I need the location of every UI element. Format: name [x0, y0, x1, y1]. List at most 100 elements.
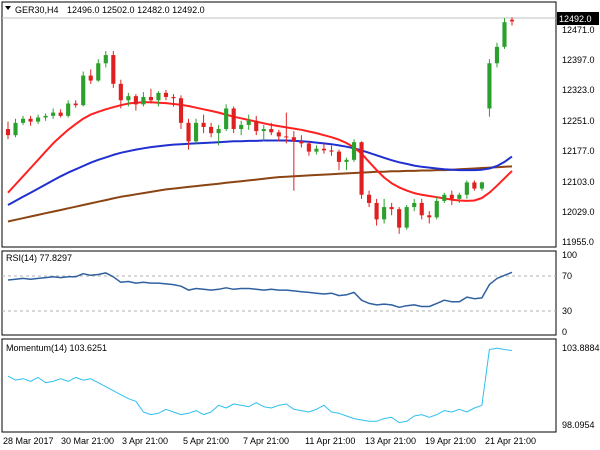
momentum-tick: 103.8884: [562, 343, 600, 353]
price-tick: 12397.0: [562, 55, 595, 65]
price-tick: 11955.0: [562, 237, 594, 247]
candle-body: [404, 207, 409, 228]
ma-slow-line: [7, 165, 513, 223]
price-tick: 12251.0: [562, 116, 595, 126]
candle-body: [36, 117, 41, 122]
candle-body: [464, 182, 469, 195]
candle-body: [231, 108, 236, 130]
momentum-label: Momentum(14) 103.6251: [6, 343, 107, 353]
price-tick: 12177.0: [562, 146, 595, 156]
candle-body: [336, 151, 342, 162]
candle-body: [314, 148, 319, 152]
price-tick: 12103.0: [562, 177, 595, 187]
candle-body: [5, 129, 11, 136]
candle-body: [13, 122, 18, 136]
candle-body: [96, 63, 101, 81]
ma-fast-line: [7, 101, 513, 202]
candle-body: [472, 182, 477, 189]
candle-body: [351, 142, 357, 160]
candle-body: [291, 137, 296, 142]
price-tick: 12029.0: [562, 207, 595, 217]
candle-body: [209, 126, 214, 134]
symbol-label: GER30,H4: [15, 5, 59, 15]
rsi-line: [7, 271, 513, 309]
price-panel[interactable]: [1, 1, 557, 248]
time-tick: 3 Apr 21:00: [122, 436, 168, 446]
candle-body: [118, 83, 123, 101]
candle-body: [201, 122, 206, 127]
candle-body: [457, 194, 462, 199]
candle-body: [88, 75, 93, 81]
candle-body: [254, 120, 259, 132]
candle-body: [412, 202, 417, 208]
candle-body: [239, 124, 244, 130]
candle-body: [133, 96, 138, 105]
time-tick: 5 Apr 21:00: [183, 436, 229, 446]
candle-body: [171, 96, 176, 99]
candle-body: [224, 108, 229, 130]
candle-body: [306, 143, 311, 152]
current-price-box: [557, 12, 599, 25]
candle-body: [193, 122, 199, 142]
candle-body: [246, 120, 251, 125]
momentum-axis: 103.8884 98.0954: [562, 343, 600, 430]
rsi-tick: 100: [562, 250, 577, 260]
ma-fast-series: [7, 101, 513, 202]
ma-mid-series: [7, 139, 513, 206]
time-tick: 19 Apr 21:00: [425, 436, 476, 446]
candle-body: [276, 132, 281, 137]
candle-body: [156, 92, 161, 101]
candle-body: [329, 150, 334, 152]
rsi-tick: 70: [562, 271, 572, 281]
rsi-label: RSI(14) 77.8297: [6, 253, 72, 263]
candle-body: [51, 112, 56, 116]
candle-body: [103, 55, 108, 64]
time-tick: 13 Apr 21:00: [365, 436, 416, 446]
time-tick: 21 Apr 21:00: [485, 436, 536, 446]
price-tick: 12471.0: [562, 25, 595, 35]
candle-body: [419, 202, 424, 216]
candle-body: [269, 129, 274, 133]
candlestick-series: [5, 17, 515, 234]
candle-body: [299, 141, 304, 144]
dropdown-arrow-icon[interactable]: [5, 6, 11, 10]
time-tick: 7 Apr 21:00: [243, 436, 289, 446]
rsi-tick: 0: [562, 327, 567, 337]
candle-body: [509, 19, 515, 22]
candle-body: [148, 96, 153, 101]
rsi-panel[interactable]: [1, 250, 557, 336]
candle-body: [449, 194, 454, 199]
momentum-panel[interactable]: [1, 338, 557, 433]
candle-body: [397, 209, 402, 228]
ma-mid-line: [7, 139, 513, 206]
rsi-axis: 100 70 30 0: [562, 250, 577, 337]
candle-body: [442, 194, 447, 201]
time-tick: 28 Mar 2017: [3, 436, 54, 446]
candle-body: [427, 215, 432, 218]
time-tick: 11 Apr 21:00: [305, 436, 355, 446]
candle-body: [389, 207, 394, 210]
candle-body: [359, 142, 364, 195]
candle-body: [284, 136, 289, 138]
rsi-series: [7, 271, 513, 309]
price-tick: 12323.0: [562, 85, 595, 95]
price-axis: 12471.0 12397.0 12323.0 12251.0 12177.0 …: [562, 25, 595, 247]
rsi-tick: 30: [562, 306, 572, 316]
candle-body: [186, 122, 191, 142]
candle-body: [367, 194, 372, 203]
candle-body: [502, 22, 507, 47]
time-axis: 28 Mar 2017 30 Mar 21:00 3 Apr 21:00 5 A…: [3, 436, 536, 446]
candle-body: [216, 129, 221, 134]
candle-body: [344, 159, 349, 162]
momentum-tick: 98.0954: [562, 420, 595, 430]
candle-body: [178, 98, 184, 123]
candle-body: [81, 75, 86, 106]
ma-slow-series: [7, 165, 513, 223]
candle-body: [321, 148, 327, 151]
candle-body: [487, 63, 492, 109]
current-price-label: 12492.0: [559, 14, 592, 24]
momentum-line: [7, 347, 513, 424]
candle-body: [141, 96, 146, 105]
momentum-series: [7, 347, 513, 424]
